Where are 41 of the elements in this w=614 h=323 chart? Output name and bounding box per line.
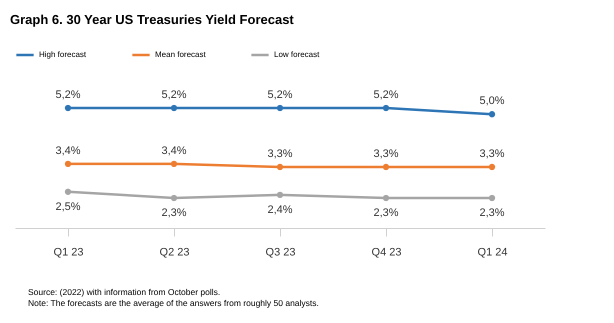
x-tick-label: Q2 23 [160, 246, 190, 258]
point [170, 194, 178, 202]
point [64, 188, 72, 195]
data-label: 5,2% [267, 89, 293, 101]
data-label: 3,4% [161, 144, 187, 157]
legend-label: Low forecast [274, 50, 320, 59]
point [488, 164, 496, 170]
data-label: 2,4% [267, 204, 293, 216]
data-label: 2,3% [373, 207, 399, 219]
data-label: 2,3% [479, 207, 505, 219]
text: Note: The forecasts are the average of the answers from roughly 50 analysts. [28, 298, 319, 309]
point [488, 194, 496, 202]
source-note: Source: (2022) with information from October polls. [28, 287, 222, 298]
data-label: 2,3% [161, 207, 187, 219]
point [276, 164, 284, 170]
point [276, 192, 284, 198]
data-label: 5,2% [373, 89, 399, 101]
legend-label: High forecast [39, 50, 87, 59]
point [170, 160, 178, 168]
data-label: 5,2% [161, 89, 187, 101]
x-tick-label: Q4 23 [372, 246, 402, 258]
data-label: 5,0% [479, 95, 505, 108]
data-label: 3,3% [267, 148, 293, 160]
x-tick-label: Q3 23 [266, 246, 296, 258]
point [382, 164, 390, 170]
data-label: 5,2% [55, 89, 81, 101]
data-label: 3,4% [55, 144, 81, 157]
point [276, 104, 284, 112]
chart-title: Graph 6. 30 Year US Treasuries Yield Forecast [10, 12, 294, 27]
data-label: 3,3% [373, 148, 399, 160]
data-label: 2,5% [55, 200, 81, 213]
x-tick-label: Q1 24 [478, 246, 508, 258]
data-label: 3,3% [479, 148, 505, 160]
point [488, 111, 496, 118]
point [64, 104, 72, 112]
point [382, 194, 390, 202]
point [170, 104, 178, 112]
point [382, 104, 390, 112]
legend-label: Mean forecast [155, 50, 206, 59]
x-tick-label: Q1 23 [54, 246, 84, 258]
point [64, 160, 72, 168]
